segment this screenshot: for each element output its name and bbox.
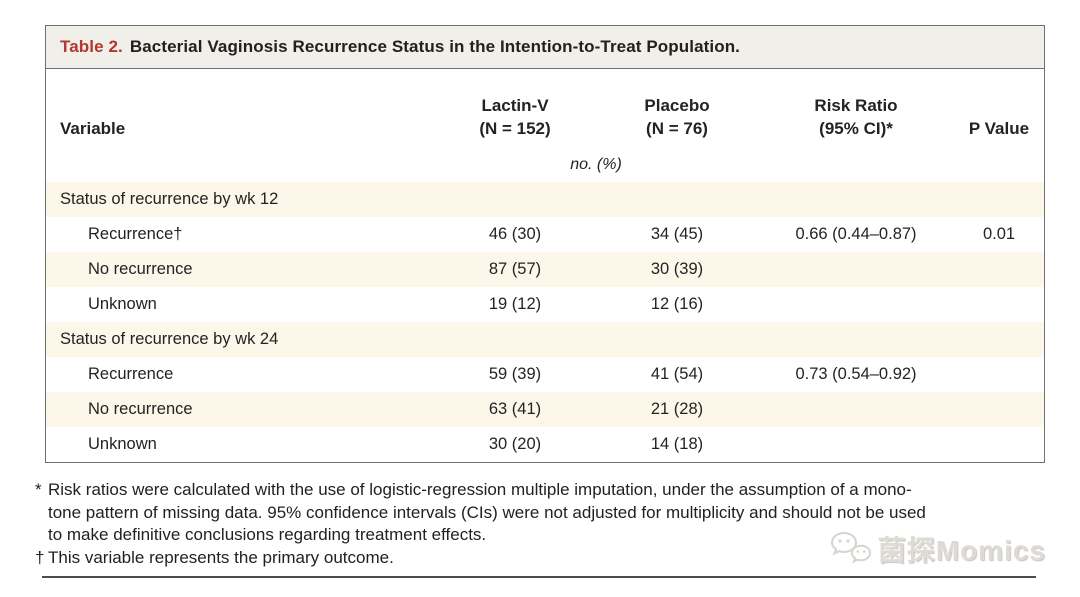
column-header-placebo-line1: Placebo [644, 96, 710, 116]
column-header-risk-ratio-line1: Risk Ratio [814, 96, 898, 116]
footnote-text: Risk ratios were calculated with the use… [48, 479, 926, 547]
row-label: Unknown [88, 295, 157, 313]
table-row: Recurrence 59 (39) 41 (54) 0.73 (0.54–0.… [46, 357, 1044, 392]
column-header-lactin-v-line1: Lactin-V [481, 96, 549, 116]
cell-placebo: 41 (54) [650, 365, 704, 383]
watermark: 菌探Momics [830, 529, 1046, 569]
cell-placebo: 21 (28) [650, 400, 704, 418]
table-row: Status of recurrence by wk 24 [46, 322, 1044, 357]
table-row: No recurrence 63 (41) 21 (28) [46, 392, 1044, 427]
row-label: Status of recurrence by wk 12 [60, 190, 279, 208]
cell-risk-ratio: 0.73 (0.54–0.92) [795, 365, 917, 383]
row-label: Recurrence† [88, 225, 183, 243]
cell-lactin-v: 19 (12) [488, 295, 542, 313]
cell-placebo: 34 (45) [650, 225, 704, 243]
column-header-lactin-v-line2: (N = 152) [479, 118, 551, 138]
cell-lactin-v: 30 (20) [488, 435, 542, 453]
bottom-rule [42, 576, 1036, 578]
column-header-p-value: P Value [968, 118, 1030, 138]
column-header-variable: Variable [60, 118, 126, 138]
cell-lactin-v: 46 (30) [488, 225, 542, 243]
table-row: No recurrence 87 (57) 30 (39) [46, 252, 1044, 287]
column-header-risk-ratio: Risk Ratio (95% CI)* [758, 83, 954, 142]
footnote-marker: † [35, 547, 45, 567]
cell-placebo: 12 (16) [650, 295, 704, 313]
footnote-risk-ratio: * Risk ratios were calculated with the u… [35, 479, 1047, 547]
cell-lactin-v: 87 (57) [488, 260, 542, 278]
table-title-text: Bacterial Vaginosis Recurrence Status in… [129, 37, 741, 56]
table-card: Table 2. Bacterial Vaginosis Recurrence … [45, 25, 1045, 463]
footnote-marker: * [35, 480, 42, 499]
footnote-line: Risk ratios were calculated with the use… [48, 480, 912, 499]
cell-placebo: 30 (39) [650, 260, 704, 278]
row-label: No recurrence [88, 260, 193, 278]
cell-lactin-v: 63 (41) [488, 400, 542, 418]
footnote-line: tone pattern of missing data. 95% confid… [48, 502, 926, 522]
table-row: Unknown 30 (20) 14 (18) [46, 427, 1044, 462]
units-label: no. (%) [570, 156, 622, 173]
column-header-lactin-v: Lactin-V (N = 152) [434, 83, 596, 142]
units-row: no. (%) [46, 142, 1044, 182]
table-row: Status of recurrence by wk 12 [46, 182, 1044, 217]
wechat-icon [830, 530, 872, 569]
footnote-line: This variable represents the primary out… [48, 547, 394, 567]
row-label: Recurrence [88, 365, 174, 383]
cell-lactin-v: 59 (39) [488, 365, 542, 383]
row-label: No recurrence [88, 400, 193, 418]
column-header-risk-ratio-line2: (95% CI)* [819, 118, 893, 138]
footnote-line: to make definitive conclusions regarding… [48, 525, 487, 544]
table-number-label: Table 2. [60, 37, 123, 56]
footnote-text: This variable represents the primary out… [48, 547, 394, 570]
column-header-placebo: Placebo (N = 76) [596, 83, 758, 142]
row-label: Unknown [88, 435, 157, 453]
cell-placebo: 14 (18) [650, 435, 704, 453]
table-title: Table 2. Bacterial Vaginosis Recurrence … [46, 26, 1044, 69]
table-row: Unknown 19 (12) 12 (16) [46, 287, 1044, 322]
table-row: Recurrence† 46 (30) 34 (45) 0.66 (0.44–0… [46, 217, 1044, 252]
cell-risk-ratio: 0.66 (0.44–0.87) [795, 225, 917, 243]
footnote-primary-outcome: † This variable represents the primary o… [35, 547, 1047, 570]
row-label: Status of recurrence by wk 24 [60, 330, 279, 348]
column-header-placebo-line2: (N = 76) [646, 118, 708, 138]
cell-p-value: 0.01 [982, 225, 1016, 243]
watermark-text: 菌探Momics [877, 535, 1046, 566]
footnotes: * Risk ratios were calculated with the u… [35, 479, 1047, 569]
table-header-row: Variable Lactin-V (N = 152) Placebo (N =… [46, 69, 1044, 142]
